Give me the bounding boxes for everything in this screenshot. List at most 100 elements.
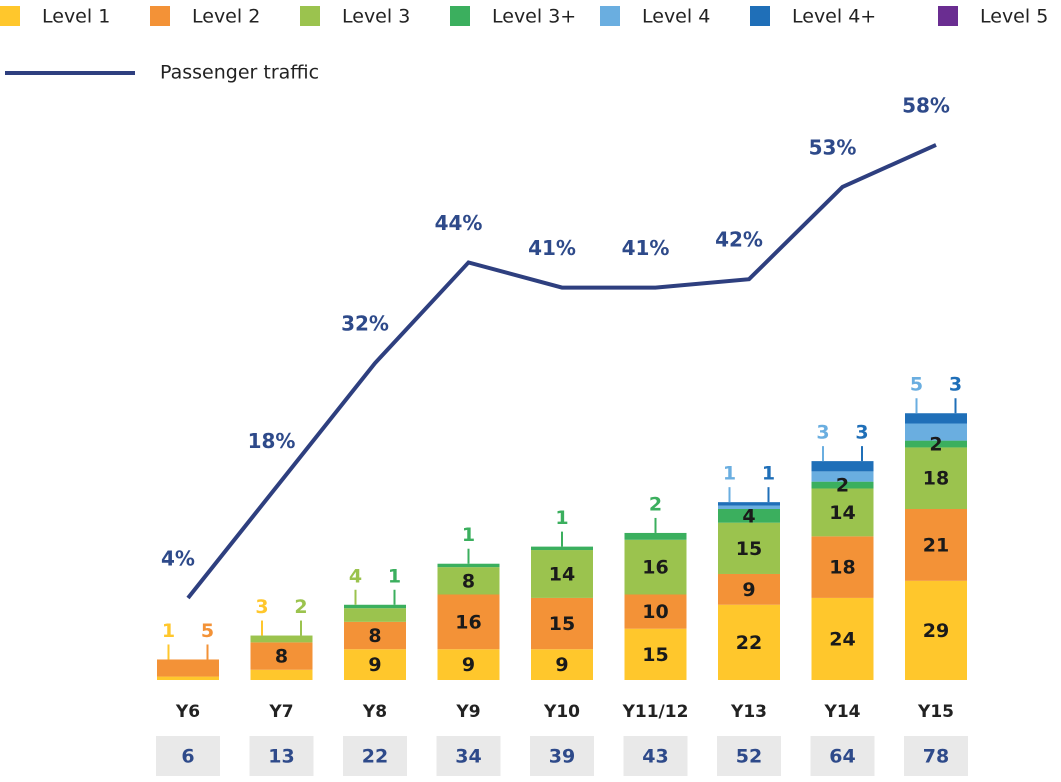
bar-segment bbox=[531, 597, 593, 650]
x-tick-label: Y13 bbox=[730, 702, 767, 722]
legend-label: Level 4+ bbox=[792, 6, 876, 28]
total-label: 6 bbox=[181, 746, 194, 768]
bar-segment bbox=[718, 573, 780, 605]
bar-segment bbox=[250, 635, 313, 643]
total-label: 34 bbox=[455, 746, 481, 768]
legend-label: Level 3 bbox=[342, 6, 410, 28]
segment-label: 14 bbox=[549, 563, 575, 585]
segment-label: 9 bbox=[462, 654, 475, 676]
segment-label: 2 bbox=[929, 434, 942, 456]
segment-label: 3 bbox=[255, 596, 268, 618]
total-label: 52 bbox=[736, 746, 762, 768]
bar-segment bbox=[811, 597, 874, 680]
x-tick-label: Y11/12 bbox=[622, 702, 689, 722]
segment-label: 8 bbox=[368, 625, 381, 647]
bar-segment bbox=[437, 567, 500, 595]
total-box bbox=[436, 736, 501, 776]
bar-segment bbox=[344, 621, 406, 650]
total-box bbox=[249, 736, 314, 776]
segment-label: 5 bbox=[910, 374, 923, 396]
legend-label: Passenger traffic bbox=[160, 62, 319, 84]
total-box bbox=[156, 736, 220, 776]
bar-segment bbox=[811, 461, 874, 472]
bar-segment bbox=[718, 505, 780, 509]
legend-swatch bbox=[750, 6, 770, 26]
line-label: 58% bbox=[902, 93, 950, 117]
x-tick-label: Y15 bbox=[917, 702, 954, 722]
segment-label: 9 bbox=[368, 654, 381, 676]
total-box bbox=[717, 736, 781, 776]
legend-label: Level 1 bbox=[42, 6, 110, 28]
total-label: 39 bbox=[549, 746, 575, 768]
segment-label: 10 bbox=[642, 601, 668, 623]
total-box bbox=[343, 736, 407, 776]
segment-label: 2 bbox=[649, 493, 662, 515]
segment-label: 24 bbox=[829, 628, 855, 650]
segment-label: 8 bbox=[275, 646, 288, 668]
bar-segment bbox=[905, 440, 967, 448]
total-label: 43 bbox=[642, 746, 668, 768]
total-box bbox=[904, 736, 968, 776]
legend-swatch bbox=[600, 6, 620, 26]
bar-segment bbox=[531, 546, 593, 551]
line-label: 32% bbox=[341, 312, 389, 336]
legend-swatch bbox=[150, 6, 170, 26]
bar-segment bbox=[437, 649, 500, 680]
segment-label: 15 bbox=[549, 613, 575, 635]
bar-segment bbox=[718, 604, 780, 680]
bar-segment bbox=[811, 471, 874, 482]
total-label: 13 bbox=[268, 746, 294, 768]
legend-label: Level 4 bbox=[642, 6, 710, 28]
segment-label: 2 bbox=[836, 475, 849, 497]
segment-label: 18 bbox=[923, 468, 949, 490]
segment-label: 3 bbox=[816, 422, 829, 444]
line-label: 41% bbox=[622, 236, 670, 260]
bar-segment bbox=[811, 481, 874, 489]
segment-label: 1 bbox=[762, 463, 775, 485]
segment-label: 18 bbox=[829, 557, 855, 579]
segment-label: 1 bbox=[723, 463, 736, 485]
bar-segment bbox=[157, 676, 219, 680]
x-tick-label: Y8 bbox=[362, 702, 387, 722]
bar-segment bbox=[624, 628, 687, 680]
bar-segment bbox=[344, 604, 406, 609]
bar-segment bbox=[811, 488, 874, 537]
bar-segment bbox=[811, 536, 874, 598]
line-label: 4% bbox=[161, 547, 195, 571]
bar-segment bbox=[905, 413, 967, 424]
segment-label: 3 bbox=[949, 374, 962, 396]
segment-label: 14 bbox=[829, 502, 855, 524]
bar-segment bbox=[624, 539, 687, 595]
bar-segment bbox=[624, 594, 687, 629]
bar-segment bbox=[250, 669, 313, 680]
legend-label: Level 5 bbox=[980, 6, 1048, 28]
x-tick-label: Y6 bbox=[175, 702, 200, 722]
segment-label: 29 bbox=[923, 620, 949, 642]
x-tick-label: Y7 bbox=[268, 702, 293, 722]
bar-segment bbox=[344, 649, 406, 680]
segment-label: 15 bbox=[642, 644, 668, 666]
segment-label: 21 bbox=[923, 534, 949, 556]
bar-segment bbox=[437, 563, 500, 568]
legend-swatch bbox=[938, 6, 958, 26]
bar-segment bbox=[718, 502, 780, 506]
x-tick-label: Y14 bbox=[824, 702, 861, 722]
segment-label: 8 bbox=[462, 570, 475, 592]
total-box bbox=[810, 736, 875, 776]
total-box bbox=[623, 736, 688, 776]
total-label: 78 bbox=[923, 746, 949, 768]
segment-label: 9 bbox=[555, 654, 568, 676]
bar-segment bbox=[250, 642, 313, 670]
bar-segment bbox=[905, 423, 967, 441]
bar-segment bbox=[905, 447, 967, 509]
total-label: 64 bbox=[829, 746, 855, 768]
segment-label: 4 bbox=[742, 505, 755, 527]
total-box bbox=[530, 736, 594, 776]
line-label: 41% bbox=[528, 236, 576, 260]
line-label: 53% bbox=[809, 135, 857, 159]
line-label: 18% bbox=[248, 429, 296, 453]
segment-label: 1 bbox=[162, 620, 175, 642]
x-tick-label: Y9 bbox=[455, 702, 480, 722]
total-label: 22 bbox=[362, 746, 388, 768]
